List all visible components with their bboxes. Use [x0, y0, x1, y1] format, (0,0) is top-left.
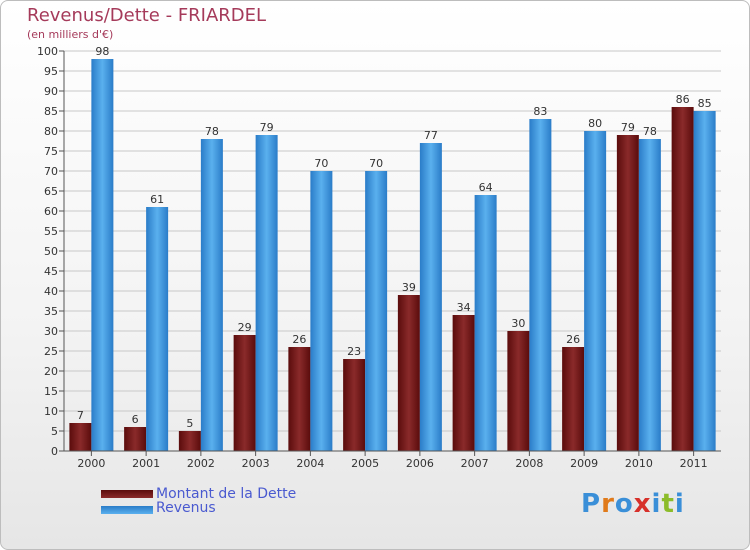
y-tick-label: 5: [51, 425, 58, 438]
logo-letter: i: [651, 489, 662, 519]
data-label: 79: [621, 121, 635, 134]
data-label: 78: [205, 125, 219, 138]
bar-debt: [178, 431, 201, 451]
bar-revenue: [365, 171, 388, 451]
data-label: 30: [511, 317, 525, 330]
bar-debt: [671, 107, 694, 451]
y-tick-label: 100: [37, 45, 58, 58]
y-tick-label: 85: [44, 105, 58, 118]
x-tick-label: 2001: [132, 457, 160, 470]
data-label: 29: [238, 321, 252, 334]
bar-debt: [288, 347, 311, 451]
logo-letter: x: [633, 489, 652, 519]
y-tick-label: 95: [44, 65, 58, 78]
legend-label-debt: Montant de la Dette: [156, 486, 297, 502]
data-label: 70: [314, 157, 328, 170]
bar-debt: [397, 295, 420, 451]
data-label: 23: [347, 345, 361, 358]
data-label: 26: [292, 333, 306, 346]
data-label: 64: [479, 181, 493, 194]
y-tick-label: 70: [44, 165, 58, 178]
y-tick-label: 55: [44, 225, 58, 238]
y-tick-label: 45: [44, 265, 58, 278]
bar-revenue: [310, 171, 333, 451]
data-label: 78: [643, 125, 657, 138]
y-tick-label: 65: [44, 185, 58, 198]
chart-subtitle: (en milliers d'€): [27, 28, 114, 41]
legend-swatch-debt: [101, 490, 153, 498]
y-tick-label: 35: [44, 305, 58, 318]
legend-swatch-revenue: [101, 506, 153, 514]
data-label: 5: [186, 417, 193, 430]
x-tick-label: 2008: [515, 457, 543, 470]
bar-revenue: [419, 143, 442, 451]
data-label: 70: [369, 157, 383, 170]
bar-revenue: [638, 139, 661, 451]
y-tick-label: 20: [44, 365, 58, 378]
data-label: 26: [566, 333, 580, 346]
x-tick-label: 2004: [296, 457, 324, 470]
x-tick-label: 2009: [570, 457, 598, 470]
bar-revenue: [91, 59, 114, 451]
data-label: 79: [260, 121, 274, 134]
data-label: 83: [533, 105, 547, 118]
x-tick-label: 2000: [77, 457, 105, 470]
logo-letter: r: [601, 489, 615, 519]
data-label: 86: [676, 93, 690, 106]
data-label: 98: [95, 45, 109, 58]
data-label: 77: [424, 129, 438, 142]
y-tick-label: 40: [44, 285, 58, 298]
bar-revenue: [474, 195, 497, 451]
bar-debt: [507, 331, 530, 451]
x-tick-label: 2005: [351, 457, 379, 470]
bar-debt: [343, 359, 366, 451]
y-tick-label: 25: [44, 345, 58, 358]
bar-revenue: [255, 135, 278, 451]
bar-debt: [616, 135, 639, 451]
data-label: 85: [698, 97, 712, 110]
y-tick-label: 30: [44, 325, 58, 338]
data-label: 61: [150, 193, 164, 206]
bar-debt: [69, 423, 92, 451]
bar-debt: [233, 335, 256, 451]
logo-letter: o: [614, 489, 634, 519]
data-label: 7: [77, 409, 84, 422]
chart-title: Revenus/Dette - FRIARDEL: [27, 5, 267, 26]
x-tick-label: 2007: [461, 457, 489, 470]
bar-revenue: [200, 139, 223, 451]
data-label: 6: [132, 413, 139, 426]
y-tick-label: 90: [44, 85, 58, 98]
data-label: 39: [402, 281, 416, 294]
bar-debt: [562, 347, 585, 451]
y-tick-label: 10: [44, 405, 58, 418]
data-label: 34: [457, 301, 471, 314]
proxiti-logo: Proxiti: [581, 489, 685, 519]
legend-label-revenue: Revenus: [156, 500, 216, 516]
x-tick-label: 2011: [680, 457, 708, 470]
x-tick-label: 2003: [242, 457, 270, 470]
bar-revenue: [584, 131, 607, 451]
y-tick-label: 50: [44, 245, 58, 258]
bar-debt: [452, 315, 475, 451]
y-tick-label: 0: [51, 445, 58, 458]
bar-debt: [124, 427, 147, 451]
y-tick-label: 60: [44, 205, 58, 218]
bar-revenue: [146, 207, 169, 451]
y-tick-label: 15: [44, 385, 58, 398]
x-tick-label: 2006: [406, 457, 434, 470]
bar-revenue: [693, 111, 716, 451]
logo-letter: i: [674, 489, 685, 519]
data-label: 80: [588, 117, 602, 130]
x-tick-label: 2002: [187, 457, 215, 470]
logo-letter: P: [581, 489, 602, 519]
y-tick-label: 80: [44, 125, 58, 138]
y-tick-label: 75: [44, 145, 58, 158]
bar-revenue: [529, 119, 552, 451]
x-tick-label: 2010: [625, 457, 653, 470]
logo-letter: t: [661, 489, 675, 519]
